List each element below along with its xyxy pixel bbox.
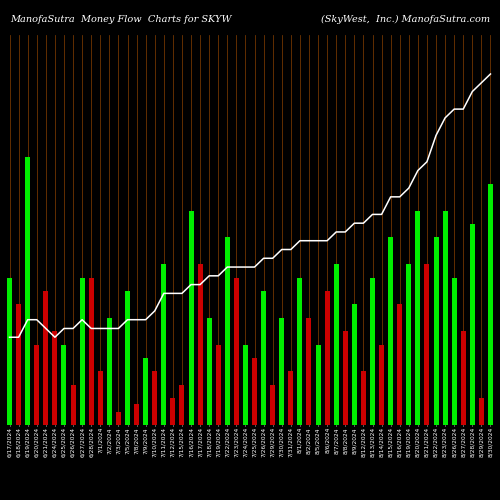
Bar (216, 344, 220, 425)
Bar (442, 210, 448, 425)
Bar (80, 278, 84, 425)
Bar (162, 264, 166, 425)
Bar (488, 184, 493, 425)
Bar (62, 344, 66, 425)
Bar (460, 331, 466, 425)
Bar (434, 238, 438, 425)
Bar (406, 264, 412, 425)
Bar (397, 304, 402, 425)
Bar (188, 210, 194, 425)
Bar (16, 304, 21, 425)
Bar (107, 318, 112, 425)
Bar (88, 278, 94, 425)
Bar (334, 264, 338, 425)
Bar (152, 372, 157, 425)
Bar (25, 157, 30, 425)
Bar (280, 318, 284, 425)
Bar (243, 344, 248, 425)
Bar (452, 278, 456, 425)
Bar (379, 344, 384, 425)
Bar (424, 264, 430, 425)
Bar (134, 404, 139, 425)
Bar (288, 372, 294, 425)
Bar (343, 331, 348, 425)
Bar (70, 385, 76, 425)
Bar (298, 278, 302, 425)
Bar (306, 318, 312, 425)
Bar (225, 238, 230, 425)
Bar (234, 278, 239, 425)
Bar (352, 304, 357, 425)
Bar (7, 278, 12, 425)
Bar (143, 358, 148, 425)
Bar (125, 291, 130, 425)
Text: ManofaSutra  Money Flow  Charts for SKYW: ManofaSutra Money Flow Charts for SKYW (10, 15, 232, 24)
Bar (261, 291, 266, 425)
Bar (206, 318, 212, 425)
Bar (170, 398, 175, 425)
Bar (479, 398, 484, 425)
Bar (98, 372, 103, 425)
Bar (252, 358, 257, 425)
Bar (388, 238, 393, 425)
Bar (180, 385, 184, 425)
Bar (470, 224, 475, 425)
Text: (SkyWest,  Inc.) ManofaSutra.com: (SkyWest, Inc.) ManofaSutra.com (321, 15, 490, 24)
Bar (416, 210, 420, 425)
Bar (316, 344, 320, 425)
Bar (44, 291, 49, 425)
Bar (324, 291, 330, 425)
Bar (34, 344, 40, 425)
Bar (116, 412, 121, 425)
Bar (52, 331, 58, 425)
Bar (270, 385, 275, 425)
Bar (370, 278, 375, 425)
Bar (198, 264, 202, 425)
Bar (361, 372, 366, 425)
